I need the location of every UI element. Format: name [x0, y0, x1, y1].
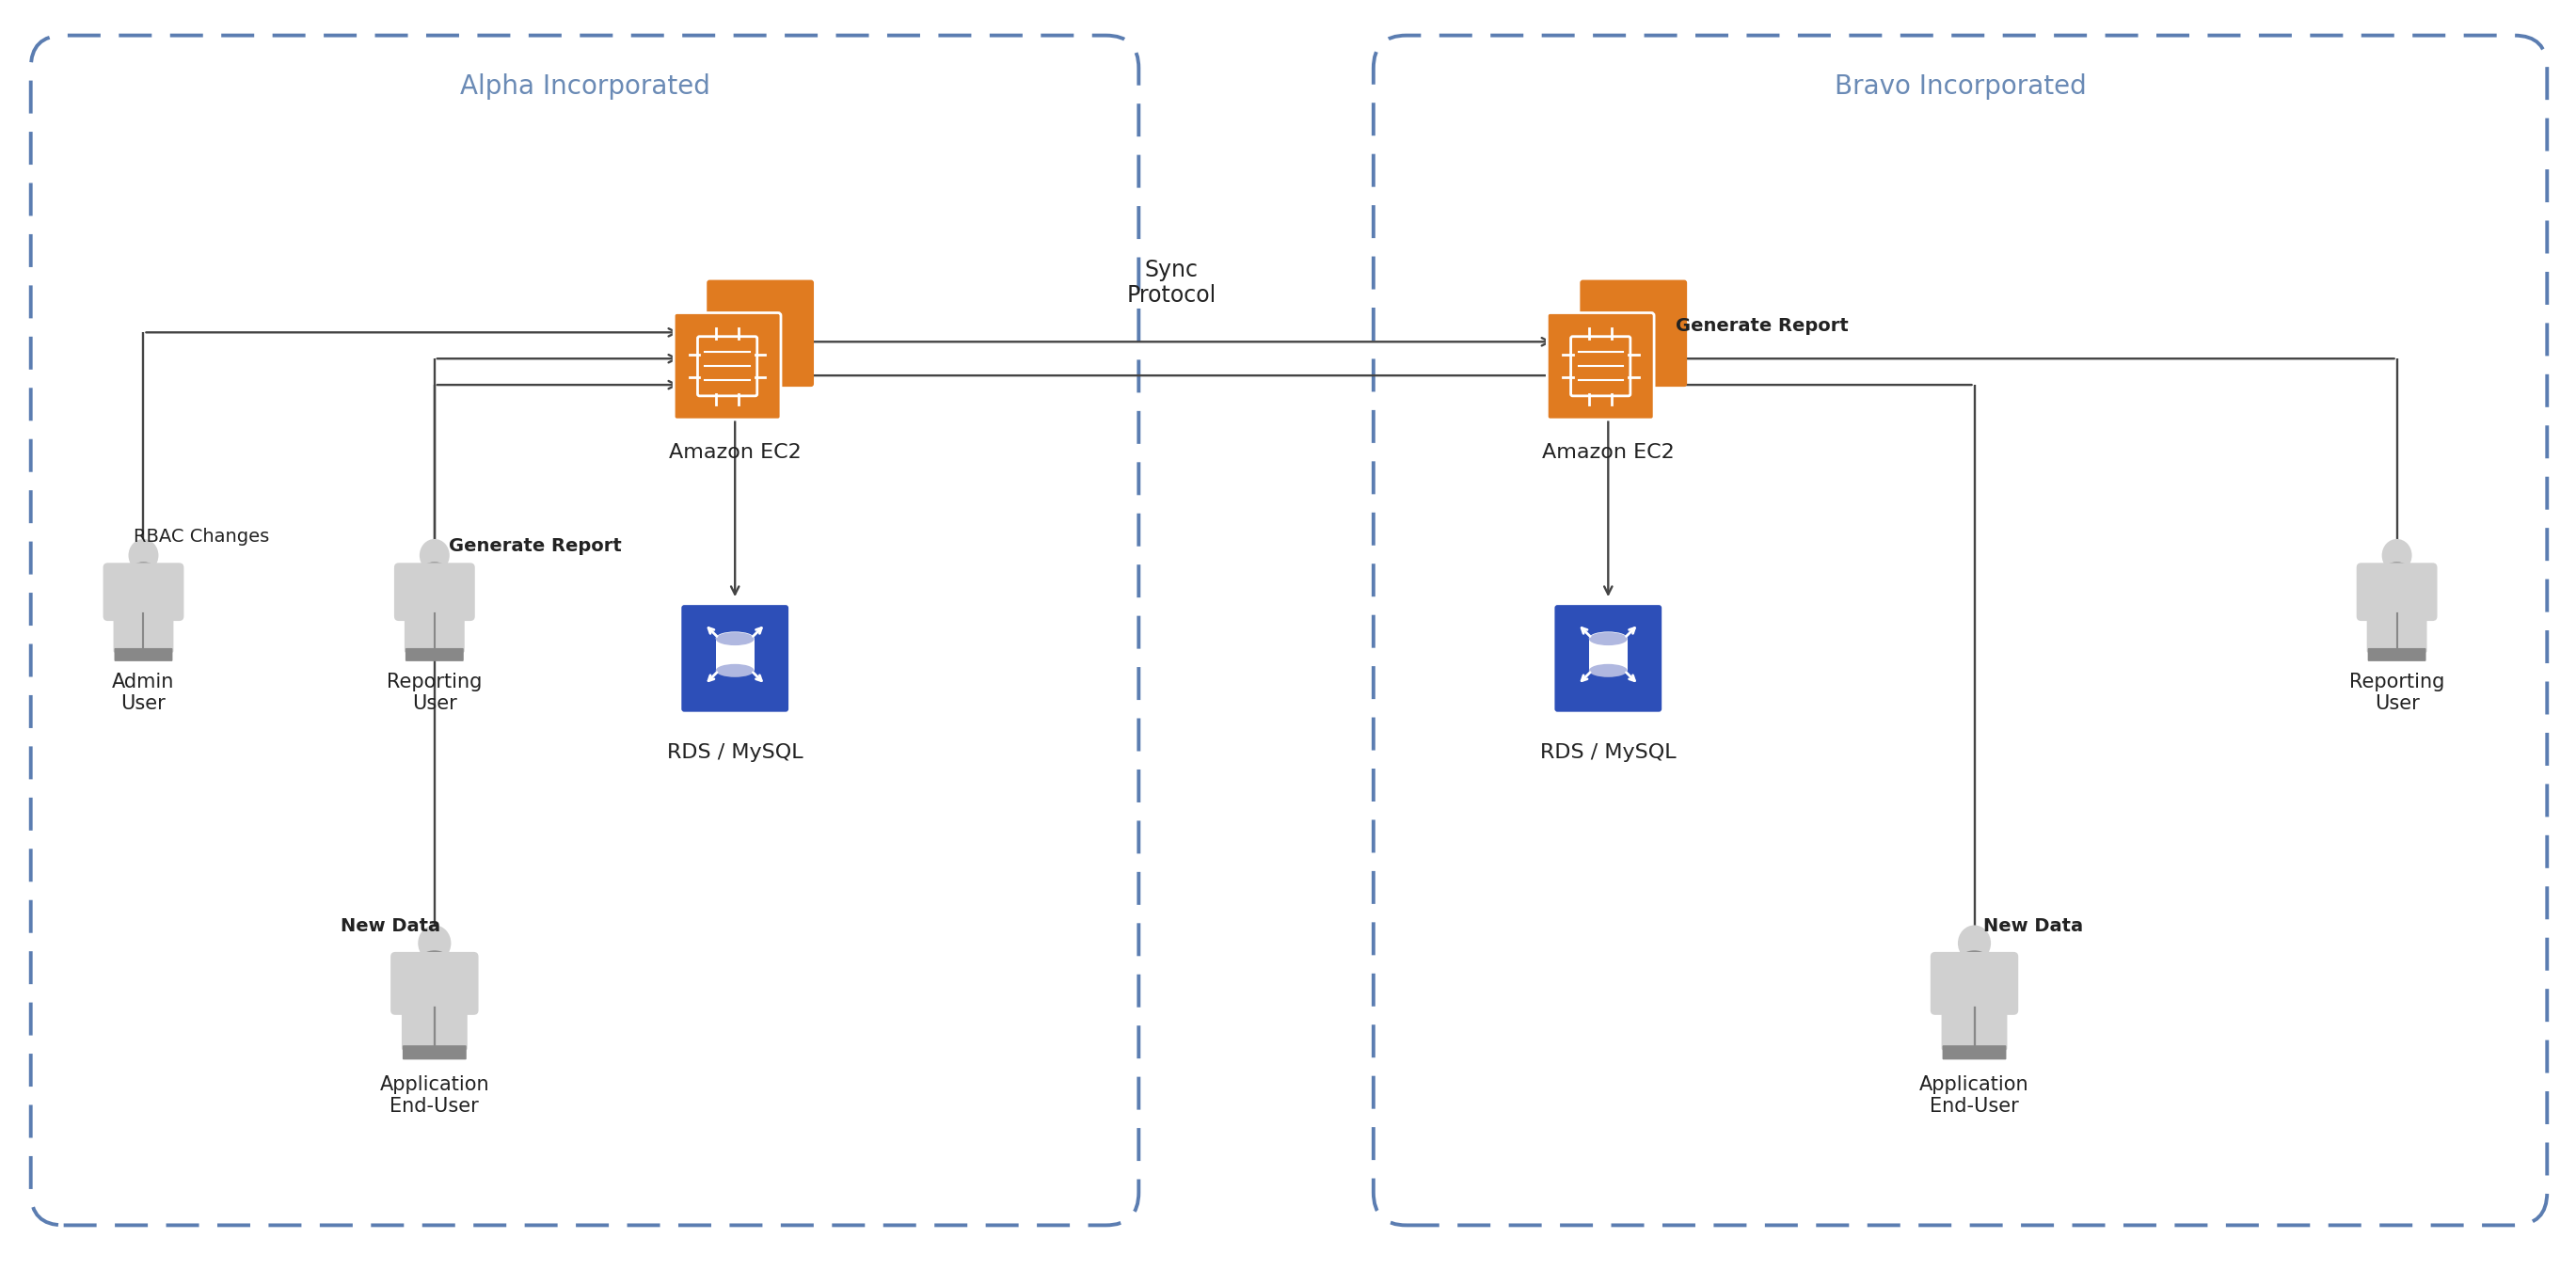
Ellipse shape [716, 631, 755, 645]
Text: New Data: New Data [340, 917, 440, 935]
FancyBboxPatch shape [1929, 952, 2017, 1015]
Ellipse shape [417, 926, 451, 961]
FancyBboxPatch shape [113, 612, 173, 653]
Text: Amazon EC2: Amazon EC2 [670, 443, 801, 462]
FancyBboxPatch shape [1579, 279, 1687, 387]
FancyBboxPatch shape [31, 36, 1139, 1226]
Ellipse shape [716, 632, 755, 645]
FancyBboxPatch shape [113, 648, 173, 662]
Text: Generate Report: Generate Report [448, 537, 621, 555]
Ellipse shape [1958, 926, 1991, 961]
FancyBboxPatch shape [402, 1006, 466, 1050]
FancyBboxPatch shape [404, 612, 464, 653]
FancyBboxPatch shape [1373, 36, 2548, 1226]
FancyBboxPatch shape [402, 1045, 466, 1059]
Text: Application
End-User: Application End-User [1919, 1076, 2030, 1116]
Ellipse shape [420, 538, 451, 572]
Ellipse shape [1589, 664, 1628, 677]
Text: Alpha Incorporated: Alpha Incorporated [459, 74, 711, 100]
FancyBboxPatch shape [1942, 1045, 2007, 1059]
Ellipse shape [129, 538, 160, 572]
Text: Admin
User: Admin User [113, 673, 175, 714]
Ellipse shape [422, 561, 448, 579]
Text: Amazon EC2: Amazon EC2 [1543, 443, 1674, 462]
FancyBboxPatch shape [2357, 563, 2437, 621]
Bar [716, 639, 755, 671]
Ellipse shape [131, 561, 157, 579]
Text: Reporting
User: Reporting User [2349, 673, 2445, 714]
Text: Reporting
User: Reporting User [386, 673, 482, 714]
FancyBboxPatch shape [675, 312, 781, 419]
Text: Sync
Protocol: Sync Protocol [1126, 258, 1216, 307]
Bar [1589, 639, 1628, 671]
Text: Generate Report: Generate Report [1677, 318, 1850, 335]
Ellipse shape [420, 950, 448, 969]
Text: RDS / MySQL: RDS / MySQL [1540, 743, 1677, 762]
FancyBboxPatch shape [1942, 1006, 2007, 1050]
Ellipse shape [2383, 538, 2411, 572]
FancyBboxPatch shape [2367, 648, 2427, 662]
FancyBboxPatch shape [103, 563, 183, 621]
Text: Application
End-User: Application End-User [379, 1076, 489, 1116]
FancyBboxPatch shape [2367, 612, 2427, 653]
Text: New Data: New Data [1984, 917, 2084, 935]
Text: RBAC Changes: RBAC Changes [134, 528, 270, 546]
Ellipse shape [1589, 631, 1628, 645]
FancyBboxPatch shape [394, 563, 474, 621]
Ellipse shape [2383, 561, 2411, 579]
Text: Bravo Incorporated: Bravo Incorporated [1834, 74, 2087, 100]
FancyBboxPatch shape [706, 279, 814, 387]
FancyBboxPatch shape [683, 605, 788, 711]
Ellipse shape [1960, 950, 1989, 969]
Ellipse shape [716, 664, 755, 677]
FancyBboxPatch shape [392, 952, 479, 1015]
Text: RDS / MySQL: RDS / MySQL [667, 743, 804, 762]
FancyBboxPatch shape [1556, 605, 1662, 711]
FancyBboxPatch shape [1548, 312, 1654, 419]
Ellipse shape [1589, 632, 1628, 645]
FancyBboxPatch shape [404, 648, 464, 662]
